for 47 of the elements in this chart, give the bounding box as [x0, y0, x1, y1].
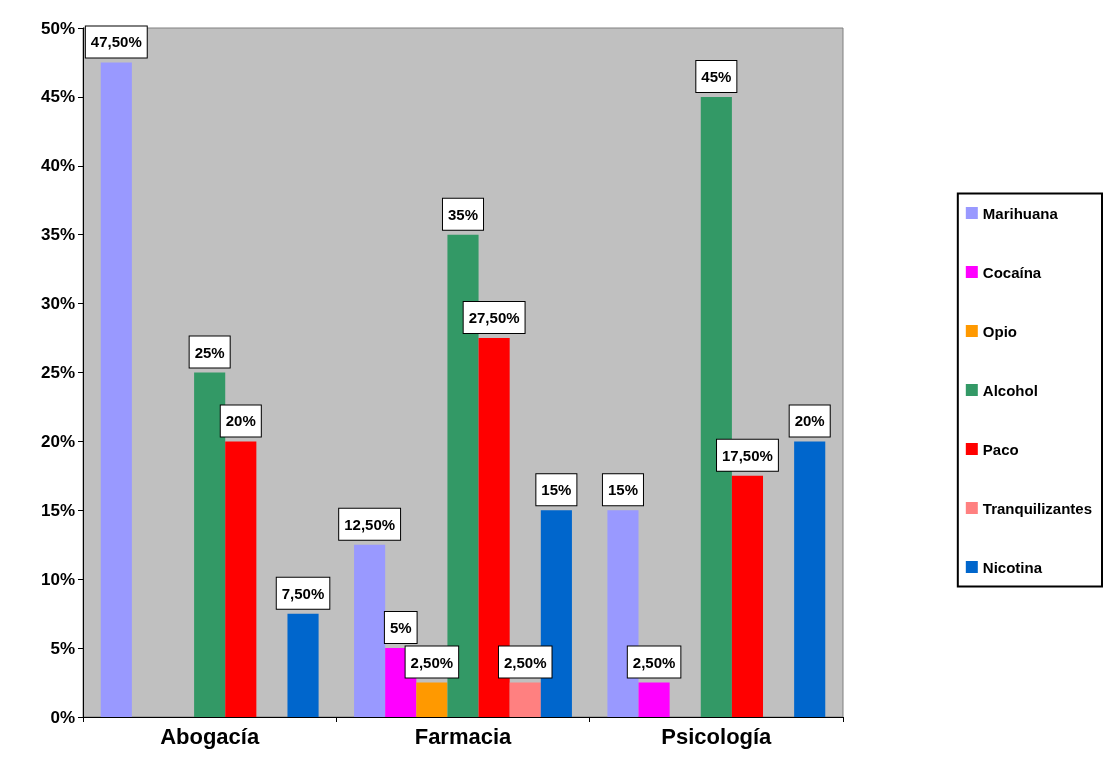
legend-label: Opio — [982, 322, 1017, 340]
data-label: 35% — [447, 205, 479, 223]
data-label: 2,50% — [503, 653, 547, 671]
data-label: 5% — [389, 619, 412, 637]
y-tick-label: 20% — [40, 431, 75, 451]
y-tick-label: 5% — [50, 638, 75, 658]
legend-label: Cocaína — [982, 263, 1042, 281]
data-label: 15% — [541, 481, 572, 499]
data-label: 20% — [794, 412, 825, 430]
bar — [100, 62, 132, 717]
bar — [731, 475, 764, 717]
bar — [194, 372, 226, 717]
bar — [794, 441, 826, 717]
bar — [509, 682, 541, 717]
data-label: 2,50% — [632, 653, 676, 671]
legend-label: Paco — [982, 440, 1019, 458]
data-label: 45% — [701, 67, 732, 85]
bar — [416, 682, 448, 717]
data-label: 2,50% — [410, 653, 454, 671]
data-label: 25% — [194, 343, 225, 361]
y-tick-label: 30% — [40, 294, 75, 314]
y-tick-label: 25% — [40, 363, 75, 382]
y-tick-label: 40% — [40, 156, 75, 176]
data-label: 27,50% — [468, 309, 520, 327]
data-label: 12,50% — [344, 515, 396, 533]
legend-label: Tranquilizantes — [982, 499, 1093, 517]
data-label: 47,50% — [90, 33, 142, 51]
y-tick-label: 50% — [40, 18, 75, 38]
bar — [287, 613, 319, 717]
y-tick-label: 15% — [40, 500, 75, 520]
x-tick-label: Farmacia — [414, 723, 513, 749]
bar — [638, 682, 670, 717]
bar — [354, 544, 386, 717]
data-label: 17,50% — [722, 446, 773, 464]
data-label: 7,50% — [281, 584, 325, 602]
x-tick-label: Abogacía — [160, 723, 260, 749]
y-tick-label: 0% — [50, 707, 75, 727]
x-tick-label: Psicología — [661, 723, 773, 749]
legend-label: Alcohol — [982, 381, 1038, 399]
y-tick-label: 45% — [40, 87, 75, 107]
legend-label: Marihuana — [982, 204, 1059, 222]
data-label: 20% — [225, 412, 256, 430]
y-tick-label: 35% — [40, 225, 75, 245]
legend-label: Nicotina — [982, 558, 1043, 576]
y-tick-label: 10% — [40, 569, 75, 589]
data-label: 15% — [607, 481, 638, 499]
bar — [225, 441, 257, 717]
